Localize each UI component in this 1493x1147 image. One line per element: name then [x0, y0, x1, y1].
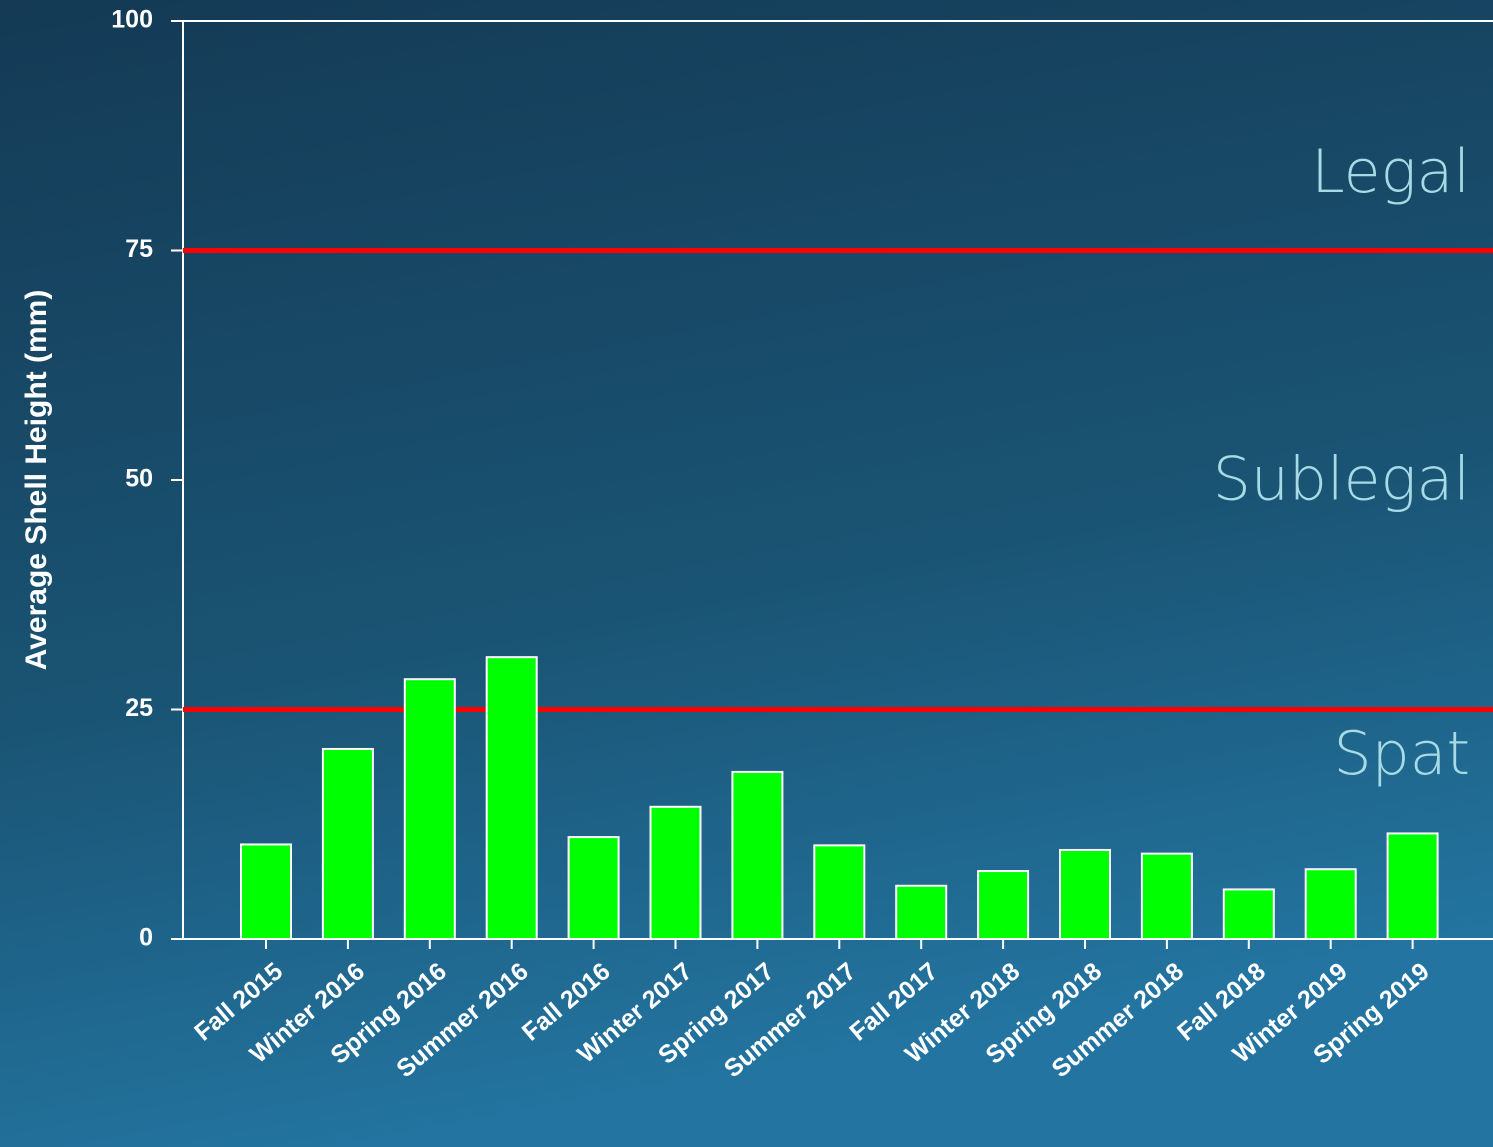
bar [321, 747, 374, 940]
bar [1304, 868, 1357, 940]
bar [649, 805, 702, 940]
y-tick-label: 0 [139, 924, 153, 952]
bar [567, 836, 620, 940]
zone-label: Sublegal [1213, 445, 1470, 515]
bar [895, 884, 948, 940]
y-tick-label: 50 [125, 465, 153, 493]
bar [813, 844, 866, 941]
bar [1140, 852, 1193, 940]
bar [485, 656, 538, 940]
zone-label: Spat [1334, 719, 1470, 789]
y-tick-label: 100 [111, 6, 153, 34]
y-tick-label: 75 [125, 235, 153, 263]
y-axis-title: Average Shell Height (mm) [20, 290, 53, 671]
bar [240, 843, 292, 940]
bar [731, 770, 784, 941]
bar [1222, 888, 1275, 940]
bar [403, 678, 456, 940]
bar [1386, 832, 1439, 940]
bar [977, 870, 1030, 940]
zone-label: Legal [1311, 137, 1470, 207]
bar [1059, 848, 1111, 940]
y-tick-label: 25 [125, 694, 153, 722]
